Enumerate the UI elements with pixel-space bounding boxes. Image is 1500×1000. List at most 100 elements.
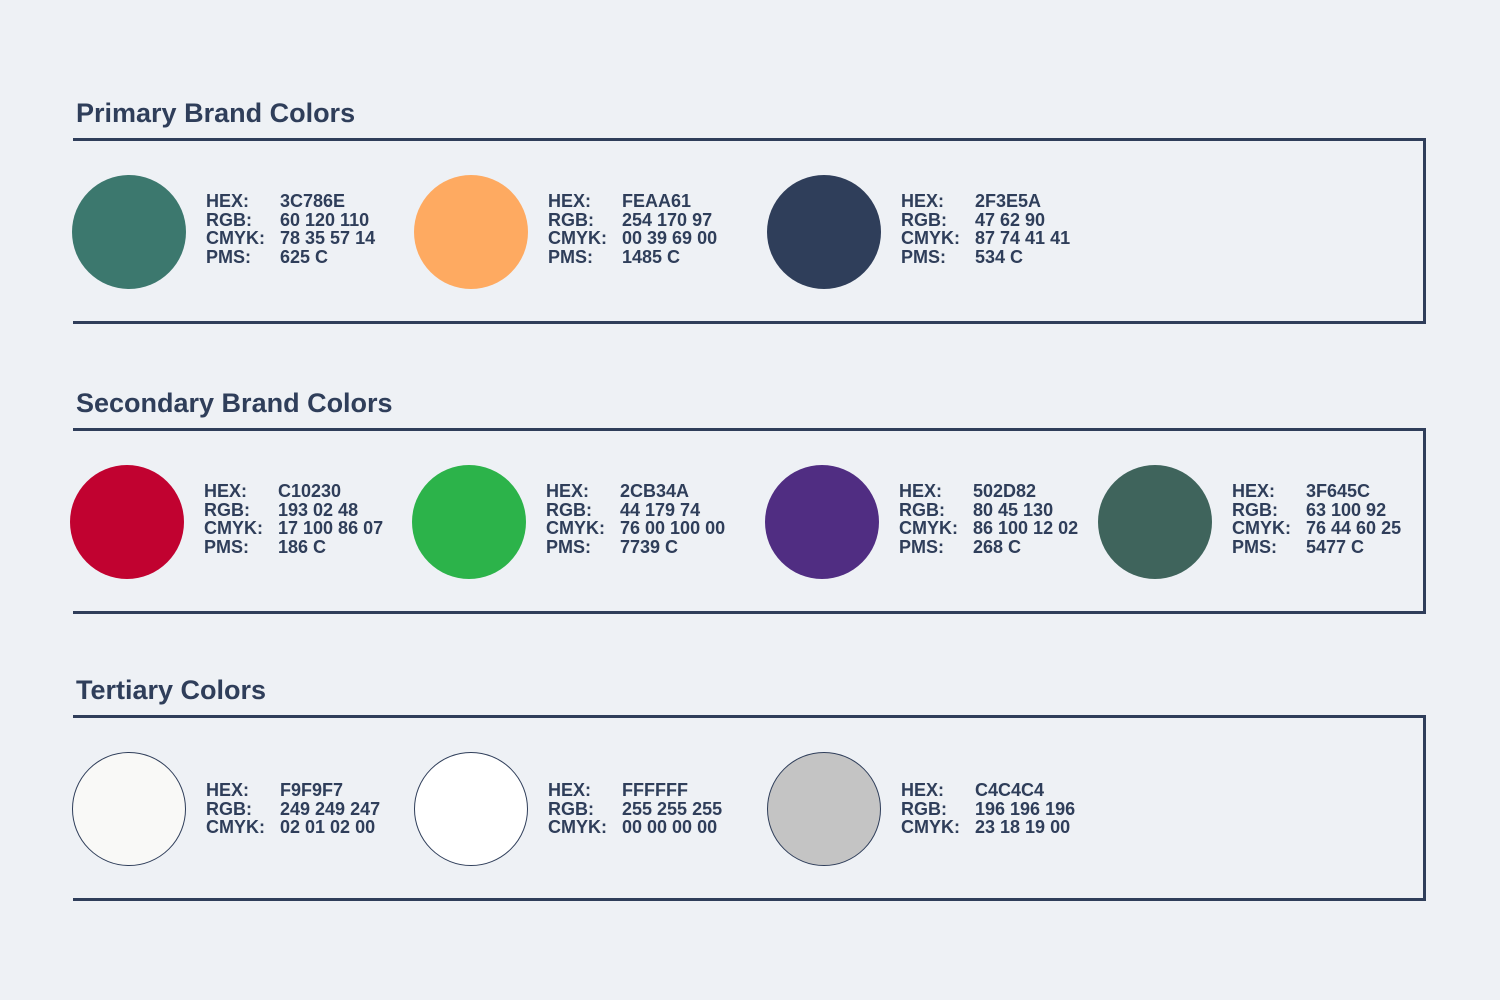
hex-label: HEX:: [901, 780, 945, 800]
hex-value: 2F3E5A: [975, 191, 1042, 211]
cmyk-label: CMYK:: [548, 817, 607, 837]
rgb-value: 47 62 90: [975, 209, 1046, 230]
pms-label: PMS:: [1232, 536, 1277, 557]
color-swatch: [414, 175, 528, 289]
hex-value: 3C786E: [280, 191, 346, 211]
pms-row: PMS: 7739 C: [546, 536, 725, 557]
rgb-row: RGB: 196 196 196: [901, 798, 1076, 819]
rgb-value: 193 02 48: [278, 499, 359, 520]
color-spec: HEX: F9F9F7 RGB: 249 249 247 CMYK: 02 01 02…: [206, 781, 380, 837]
cmyk-row: CMYK: 76 44 60 25: [1232, 519, 1401, 538]
hex-row: HEX: C10230: [204, 482, 383, 501]
cmyk-row: CMYK: 02 01 02 00: [206, 818, 380, 837]
color-swatch: [767, 752, 881, 866]
color-spec: HEX: 3F645C RGB: 63 100 92 CMYK: 76 44 60 2…: [1232, 482, 1401, 556]
rgb-label: RGB:: [899, 499, 945, 520]
color-spec: HEX: C10230 RGB: 193 02 48 CMYK: 17 100 86 …: [204, 482, 383, 556]
cmyk-label: CMYK:: [901, 817, 960, 837]
hex-label: HEX:: [899, 481, 943, 501]
rgb-value: 254 170 97: [622, 209, 713, 230]
cmyk-label: CMYK:: [546, 518, 605, 538]
pms-row: PMS: 5477 C: [1232, 536, 1401, 557]
cmyk-value: 00 39 69 00: [622, 228, 718, 248]
rgb-label: RGB:: [901, 209, 947, 230]
cmyk-label: CMYK:: [899, 518, 958, 538]
cmyk-value: 87 74 41 41: [975, 228, 1071, 248]
hex-row: HEX: 502D82: [899, 482, 1078, 501]
rgb-row: RGB: 80 45 130: [899, 499, 1078, 520]
rgb-row: RGB: 60 120 110: [206, 209, 375, 230]
rgb-row: RGB: 249 249 247: [206, 798, 381, 819]
color-spec: HEX: 3C786E RGB: 60 120 110 CMYK: 78 35 57 …: [206, 192, 375, 266]
rgb-value: 63 100 92: [1306, 499, 1387, 520]
color-swatch: [414, 752, 528, 866]
cmyk-value: 86 100 12 02: [973, 518, 1079, 538]
pms-value: 1485 C: [622, 246, 681, 267]
rgb-label: RGB:: [548, 798, 594, 819]
color-swatch: [1098, 465, 1212, 579]
color-spec: HEX: FFFFFF RGB: 255 255 255 CMYK: 00 00 00…: [548, 781, 722, 837]
section-title: Secondary Brand Colors: [76, 388, 393, 418]
hex-value: 502D82: [973, 481, 1037, 501]
hex-row: HEX: 3F645C: [1232, 482, 1401, 501]
rgb-value: 249 249 247: [280, 798, 381, 819]
rgb-row: RGB: 63 100 92: [1232, 499, 1401, 520]
rgb-label: RGB:: [206, 209, 252, 230]
pms-label: PMS:: [899, 536, 944, 557]
hex-row: HEX: 2F3E5A: [901, 192, 1070, 211]
cmyk-label: CMYK:: [206, 817, 265, 837]
hex-value: 2CB34A: [620, 481, 690, 501]
pms-label: PMS:: [901, 246, 946, 267]
pms-value: 7739 C: [620, 536, 679, 557]
section-title: Primary Brand Colors: [76, 98, 356, 128]
pms-label: PMS:: [546, 536, 591, 557]
rgb-value: 196 196 196: [975, 798, 1076, 819]
hex-value: FEAA61: [622, 191, 692, 211]
hex-label: HEX:: [548, 780, 592, 800]
hex-row: HEX: F9F9F7: [206, 781, 380, 800]
cmyk-value: 00 00 00 00: [622, 817, 718, 837]
rgb-row: RGB: 47 62 90: [901, 209, 1070, 230]
section-frame: [73, 715, 1426, 901]
color-swatch: [767, 175, 881, 289]
cmyk-label: CMYK:: [206, 228, 265, 248]
color-swatch: [70, 465, 184, 579]
rgb-row: RGB: 193 02 48: [204, 499, 383, 520]
hex-value: FFFFFF: [622, 780, 688, 800]
section-frame: [73, 138, 1426, 324]
color-spec: HEX: 2CB34A RGB: 44 179 74 CMYK: 76 00 100 …: [546, 482, 725, 556]
hex-row: HEX: FFFFFF: [548, 781, 722, 800]
hex-row: HEX: FEAA61: [548, 192, 717, 211]
hex-value: 3F645C: [1306, 481, 1371, 501]
rgb-label: RGB:: [206, 798, 252, 819]
cmyk-row: CMYK: 76 00 100 00: [546, 519, 725, 538]
cmyk-value: 23 18 19 00: [975, 817, 1071, 837]
cmyk-value: 17 100 86 07: [278, 518, 384, 538]
hex-label: HEX:: [206, 780, 250, 800]
hex-label: HEX:: [206, 191, 250, 211]
cmyk-row: CMYK: 17 100 86 07: [204, 519, 383, 538]
rgb-label: RGB:: [546, 499, 592, 520]
rgb-value: 80 45 130: [973, 499, 1054, 520]
color-spec: HEX: 502D82 RGB: 80 45 130 CMYK: 86 100 12 …: [899, 482, 1078, 556]
pms-value: 625 C: [280, 246, 329, 267]
cmyk-label: CMYK:: [1232, 518, 1291, 538]
rgb-label: RGB:: [901, 798, 947, 819]
rgb-value: 60 120 110: [280, 209, 370, 230]
rgb-label: RGB:: [1232, 499, 1278, 520]
pms-label: PMS:: [548, 246, 593, 267]
hex-value: F9F9F7: [280, 780, 344, 800]
section-title: Tertiary Colors: [76, 675, 267, 705]
cmyk-row: CMYK: 78 35 57 14: [206, 229, 375, 248]
hex-label: HEX:: [548, 191, 592, 211]
hex-row: HEX: 3C786E: [206, 192, 375, 211]
hex-row: HEX: C4C4C4: [901, 781, 1075, 800]
hex-label: HEX:: [204, 481, 248, 501]
pms-value: 534 C: [975, 246, 1024, 267]
cmyk-value: 78 35 57 14: [280, 228, 376, 248]
cmyk-label: CMYK:: [548, 228, 607, 248]
rgb-row: RGB: 255 255 255: [548, 798, 722, 819]
cmyk-value: 76 44 60 25: [1306, 518, 1402, 538]
pms-row: PMS: 268 C: [899, 536, 1078, 557]
color-swatch: [72, 752, 186, 866]
